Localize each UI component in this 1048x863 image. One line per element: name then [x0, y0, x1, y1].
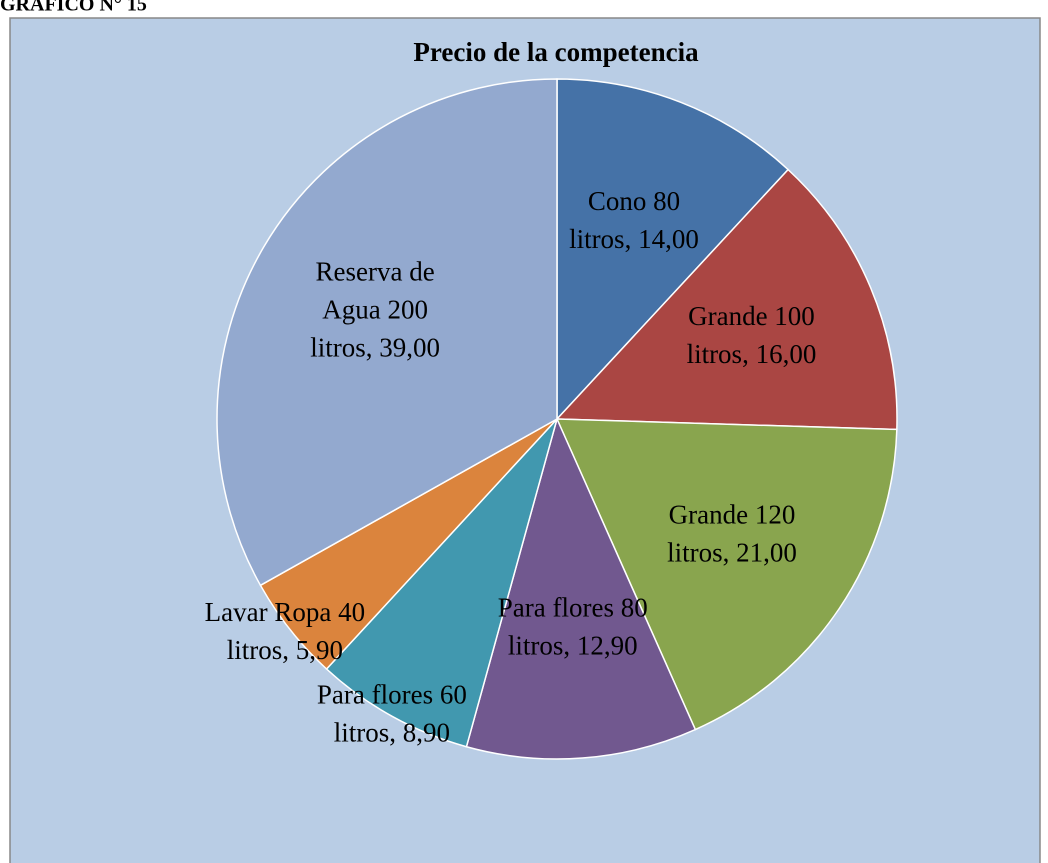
pie-slice [555, 168, 898, 431]
data-label: Para flores 60 litros, 8,90 [317, 679, 467, 747]
data-label-line: litros, 8,90 [334, 717, 450, 747]
data-label-line: Reserva de [316, 257, 435, 287]
pie-slice [216, 78, 558, 587]
pie-slice [556, 78, 790, 421]
pie-slice [465, 416, 697, 760]
data-label: Para flores 80 litros, 12,90 [498, 592, 648, 660]
data-label-line: litros, 39,00 [310, 333, 440, 363]
data-label: Lavar Ropa 40 litros, 5,90 [205, 597, 365, 665]
data-label-line: litros, 14,00 [569, 224, 699, 254]
data-label-line: litros, 12,90 [508, 630, 638, 660]
data-label-line: Grande 100 [688, 301, 815, 331]
chart-title: Precio de la competencia [413, 37, 699, 67]
data-label: Cono 80 litros, 14,00 [569, 186, 699, 254]
header: GRÁFICO N° 15 [0, 0, 147, 16]
pie-slice [325, 418, 558, 748]
data-label-line: Agua 200 [322, 295, 428, 325]
data-label-line: Lavar Ropa 40 [205, 597, 365, 627]
data-label: Reserva de Agua 200 litros, 39,00 [310, 257, 440, 363]
data-label-line: litros, 21,00 [667, 538, 797, 568]
data-label-line: litros, 16,00 [687, 339, 817, 369]
data-label-line: Cono 80 [588, 186, 680, 216]
data-label-line: Grande 120 [669, 500, 796, 530]
pie-slice [555, 418, 898, 731]
data-label: Grande 120 litros, 21,00 [667, 500, 797, 568]
data-label-line: Para flores 60 [317, 679, 467, 709]
data-label-line: litros, 5,90 [227, 635, 343, 665]
data-label-line: Para flores 80 [498, 592, 648, 622]
data-label: Grande 100 litros, 16,00 [687, 301, 817, 369]
